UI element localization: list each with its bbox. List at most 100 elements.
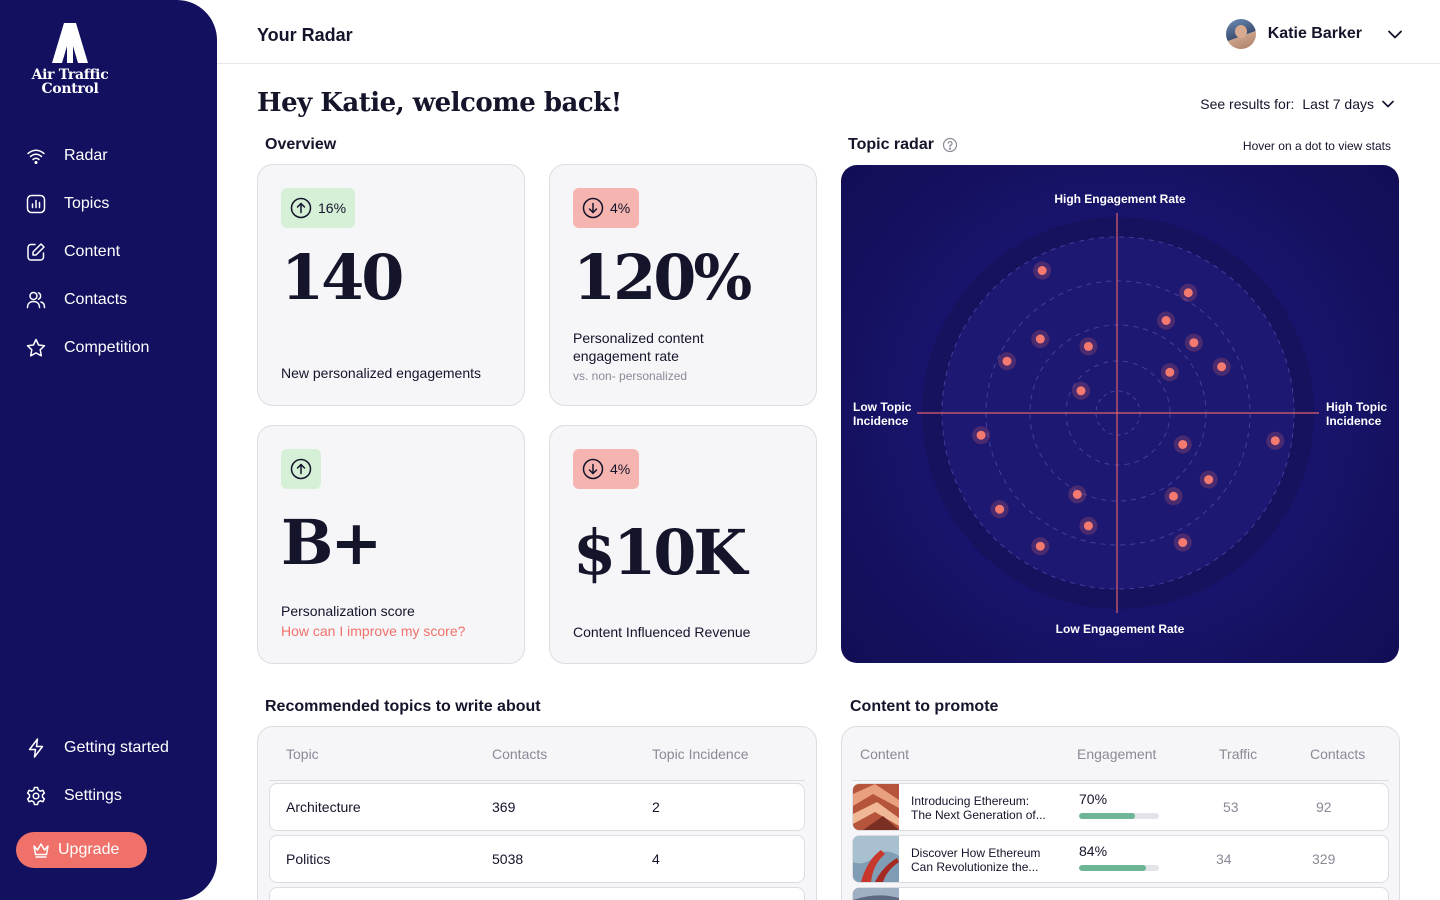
radar-dot[interactable] bbox=[1076, 386, 1086, 396]
radar-dot[interactable] bbox=[1270, 436, 1280, 446]
content-table: Content Engagement Traffic Contacts Intr… bbox=[841, 726, 1400, 900]
thumbnail-image bbox=[853, 836, 899, 882]
traffic-cell: 34 bbox=[1216, 851, 1232, 867]
sidebar-item-competition[interactable]: Competition bbox=[0, 324, 217, 372]
overview-title: Overview bbox=[265, 136, 337, 153]
improve-score-link[interactable]: How can I improve my score? bbox=[281, 623, 466, 639]
radar-left-label: Low Topic Incidence bbox=[853, 400, 911, 428]
column-header[interactable]: Topic bbox=[286, 746, 319, 762]
column-header[interactable]: Contacts bbox=[492, 746, 548, 762]
radar-plot bbox=[917, 213, 1319, 613]
trend-badge bbox=[281, 449, 321, 489]
content-thumbnail bbox=[853, 888, 899, 900]
arrow-down-circle-icon bbox=[582, 458, 604, 480]
arrow-down-circle-icon bbox=[582, 197, 604, 219]
trend-value: 16% bbox=[318, 200, 347, 216]
table-row[interactable] bbox=[852, 887, 1389, 900]
sidebar-item-topics[interactable]: Topics bbox=[0, 180, 217, 228]
sidebar-item-label: Getting started bbox=[64, 739, 169, 756]
radar-dot[interactable] bbox=[1002, 356, 1012, 366]
brand-logo[interactable]: Air Traffic Control bbox=[30, 22, 110, 96]
stat-label: Personalized content engagement rate bbox=[573, 330, 704, 364]
stat-card-engagement-rate: 4% 120% Personalized content engagement … bbox=[549, 164, 817, 406]
column-header[interactable]: Traffic bbox=[1219, 746, 1258, 762]
table-row[interactable]: Politics 5038 4 bbox=[269, 835, 805, 883]
column-header[interactable]: Content bbox=[860, 746, 910, 762]
chevron-down-icon bbox=[1382, 100, 1394, 108]
radar-title: Topic radar bbox=[848, 136, 934, 153]
stat-value: $10K bbox=[573, 516, 747, 589]
stat-sublabel: vs. non- personalized bbox=[573, 369, 688, 383]
table-row[interactable]: Introducing Ethereum: The Next Generatio… bbox=[852, 783, 1389, 831]
radar-dot[interactable] bbox=[1189, 338, 1199, 348]
table-row[interactable] bbox=[269, 887, 805, 900]
topic-radar: High Engagement Rate Low Engagement Rate… bbox=[841, 165, 1399, 663]
radar-dot[interactable] bbox=[1083, 341, 1093, 351]
sidebar-item-label: Competition bbox=[64, 339, 150, 356]
sidebar-item-contacts[interactable]: Contacts bbox=[0, 276, 217, 324]
stat-card-revenue: 4% $10K Content Influenced Revenue bbox=[549, 425, 817, 664]
radar-dot[interactable] bbox=[976, 430, 986, 440]
radar-dot[interactable] bbox=[1204, 475, 1214, 485]
sidebar-item-content[interactable]: Content bbox=[0, 228, 217, 276]
sidebar-item-radar[interactable]: Radar bbox=[0, 132, 217, 180]
date-range-label: See results for: bbox=[1200, 96, 1295, 112]
table-row[interactable]: Architecture 369 2 bbox=[269, 783, 805, 831]
stat-card-personalization-score: B+ Personalization score How can I impro… bbox=[257, 425, 525, 664]
arrow-up-circle-icon bbox=[290, 458, 312, 480]
stat-card-engagements: 16% 140 New personalized engagements bbox=[257, 164, 525, 406]
users-icon bbox=[26, 291, 46, 309]
sidebar: Air Traffic Control Radar Topics Content… bbox=[0, 0, 217, 900]
edit-icon bbox=[27, 243, 45, 261]
thumbnail-image bbox=[853, 784, 899, 830]
table-row[interactable]: Discover How Ethereum Can Revolutionize … bbox=[852, 835, 1389, 883]
radar-dot[interactable] bbox=[1178, 538, 1188, 547]
radar-dot[interactable] bbox=[1083, 521, 1093, 531]
user-name: Katie Barker bbox=[1267, 25, 1362, 42]
star-icon bbox=[26, 338, 46, 357]
page-title: Hey Katie, welcome back! bbox=[257, 88, 622, 118]
radar-dot[interactable] bbox=[1037, 266, 1047, 276]
contacts-cell: 369 bbox=[492, 799, 516, 815]
trend-badge: 4% bbox=[573, 188, 640, 228]
column-header[interactable]: Contacts bbox=[1310, 746, 1366, 762]
radar-dot[interactable] bbox=[1035, 541, 1045, 551]
radar-top-label: High Engagement Rate bbox=[1054, 192, 1186, 206]
radar-dot[interactable] bbox=[1178, 439, 1188, 449]
trend-value: 4% bbox=[610, 200, 631, 216]
trend-value: 4% bbox=[610, 461, 631, 477]
brand-name-line1: Air Traffic bbox=[31, 67, 109, 83]
topic-cell: Architecture bbox=[286, 799, 361, 815]
date-range-select[interactable]: See results for: Last 7 days bbox=[1200, 96, 1394, 112]
column-header[interactable]: Topic Incidence bbox=[652, 746, 749, 762]
radar-dot[interactable] bbox=[1217, 362, 1227, 372]
upgrade-button[interactable]: Upgrade bbox=[16, 832, 147, 868]
radar-dot[interactable] bbox=[1035, 334, 1045, 344]
radar-right-label-line1: High Topic bbox=[1326, 400, 1388, 414]
radar-right-label: High Topic Incidence bbox=[1326, 400, 1387, 428]
date-range-value: Last 7 days bbox=[1302, 96, 1374, 112]
sidebar-item-getting-started[interactable]: Getting started bbox=[0, 724, 217, 772]
logo-a-icon bbox=[52, 23, 88, 63]
sidebar-bottom-nav: Getting started Settings bbox=[0, 724, 217, 820]
user-menu[interactable]: Katie Barker bbox=[1225, 19, 1402, 49]
table-header: Content Engagement Traffic Contacts bbox=[852, 727, 1389, 781]
sidebar-item-label: Contacts bbox=[64, 291, 128, 308]
thumbnail-image bbox=[853, 888, 899, 900]
radar-dot[interactable] bbox=[1169, 491, 1178, 501]
topics-table-title: Recommended topics to write about bbox=[265, 698, 541, 715]
engagement-bar-fill bbox=[1079, 865, 1147, 871]
radar-dot[interactable] bbox=[1072, 489, 1082, 499]
radar-dot[interactable] bbox=[1183, 288, 1193, 298]
engagement-bar bbox=[1079, 813, 1159, 819]
radar-dot[interactable] bbox=[1161, 316, 1171, 325]
content-thumbnail bbox=[853, 784, 899, 830]
radar-dot[interactable] bbox=[1165, 367, 1175, 377]
sidebar-item-settings[interactable]: Settings bbox=[0, 772, 217, 820]
help-icon[interactable] bbox=[942, 137, 958, 153]
sidebar-item-label: Settings bbox=[64, 787, 122, 804]
radar-right-label-line2: Incidence bbox=[1326, 414, 1382, 428]
column-header[interactable]: Engagement bbox=[1077, 746, 1157, 762]
radar-header: Topic radar bbox=[848, 136, 958, 154]
radar-dot[interactable] bbox=[995, 504, 1005, 514]
